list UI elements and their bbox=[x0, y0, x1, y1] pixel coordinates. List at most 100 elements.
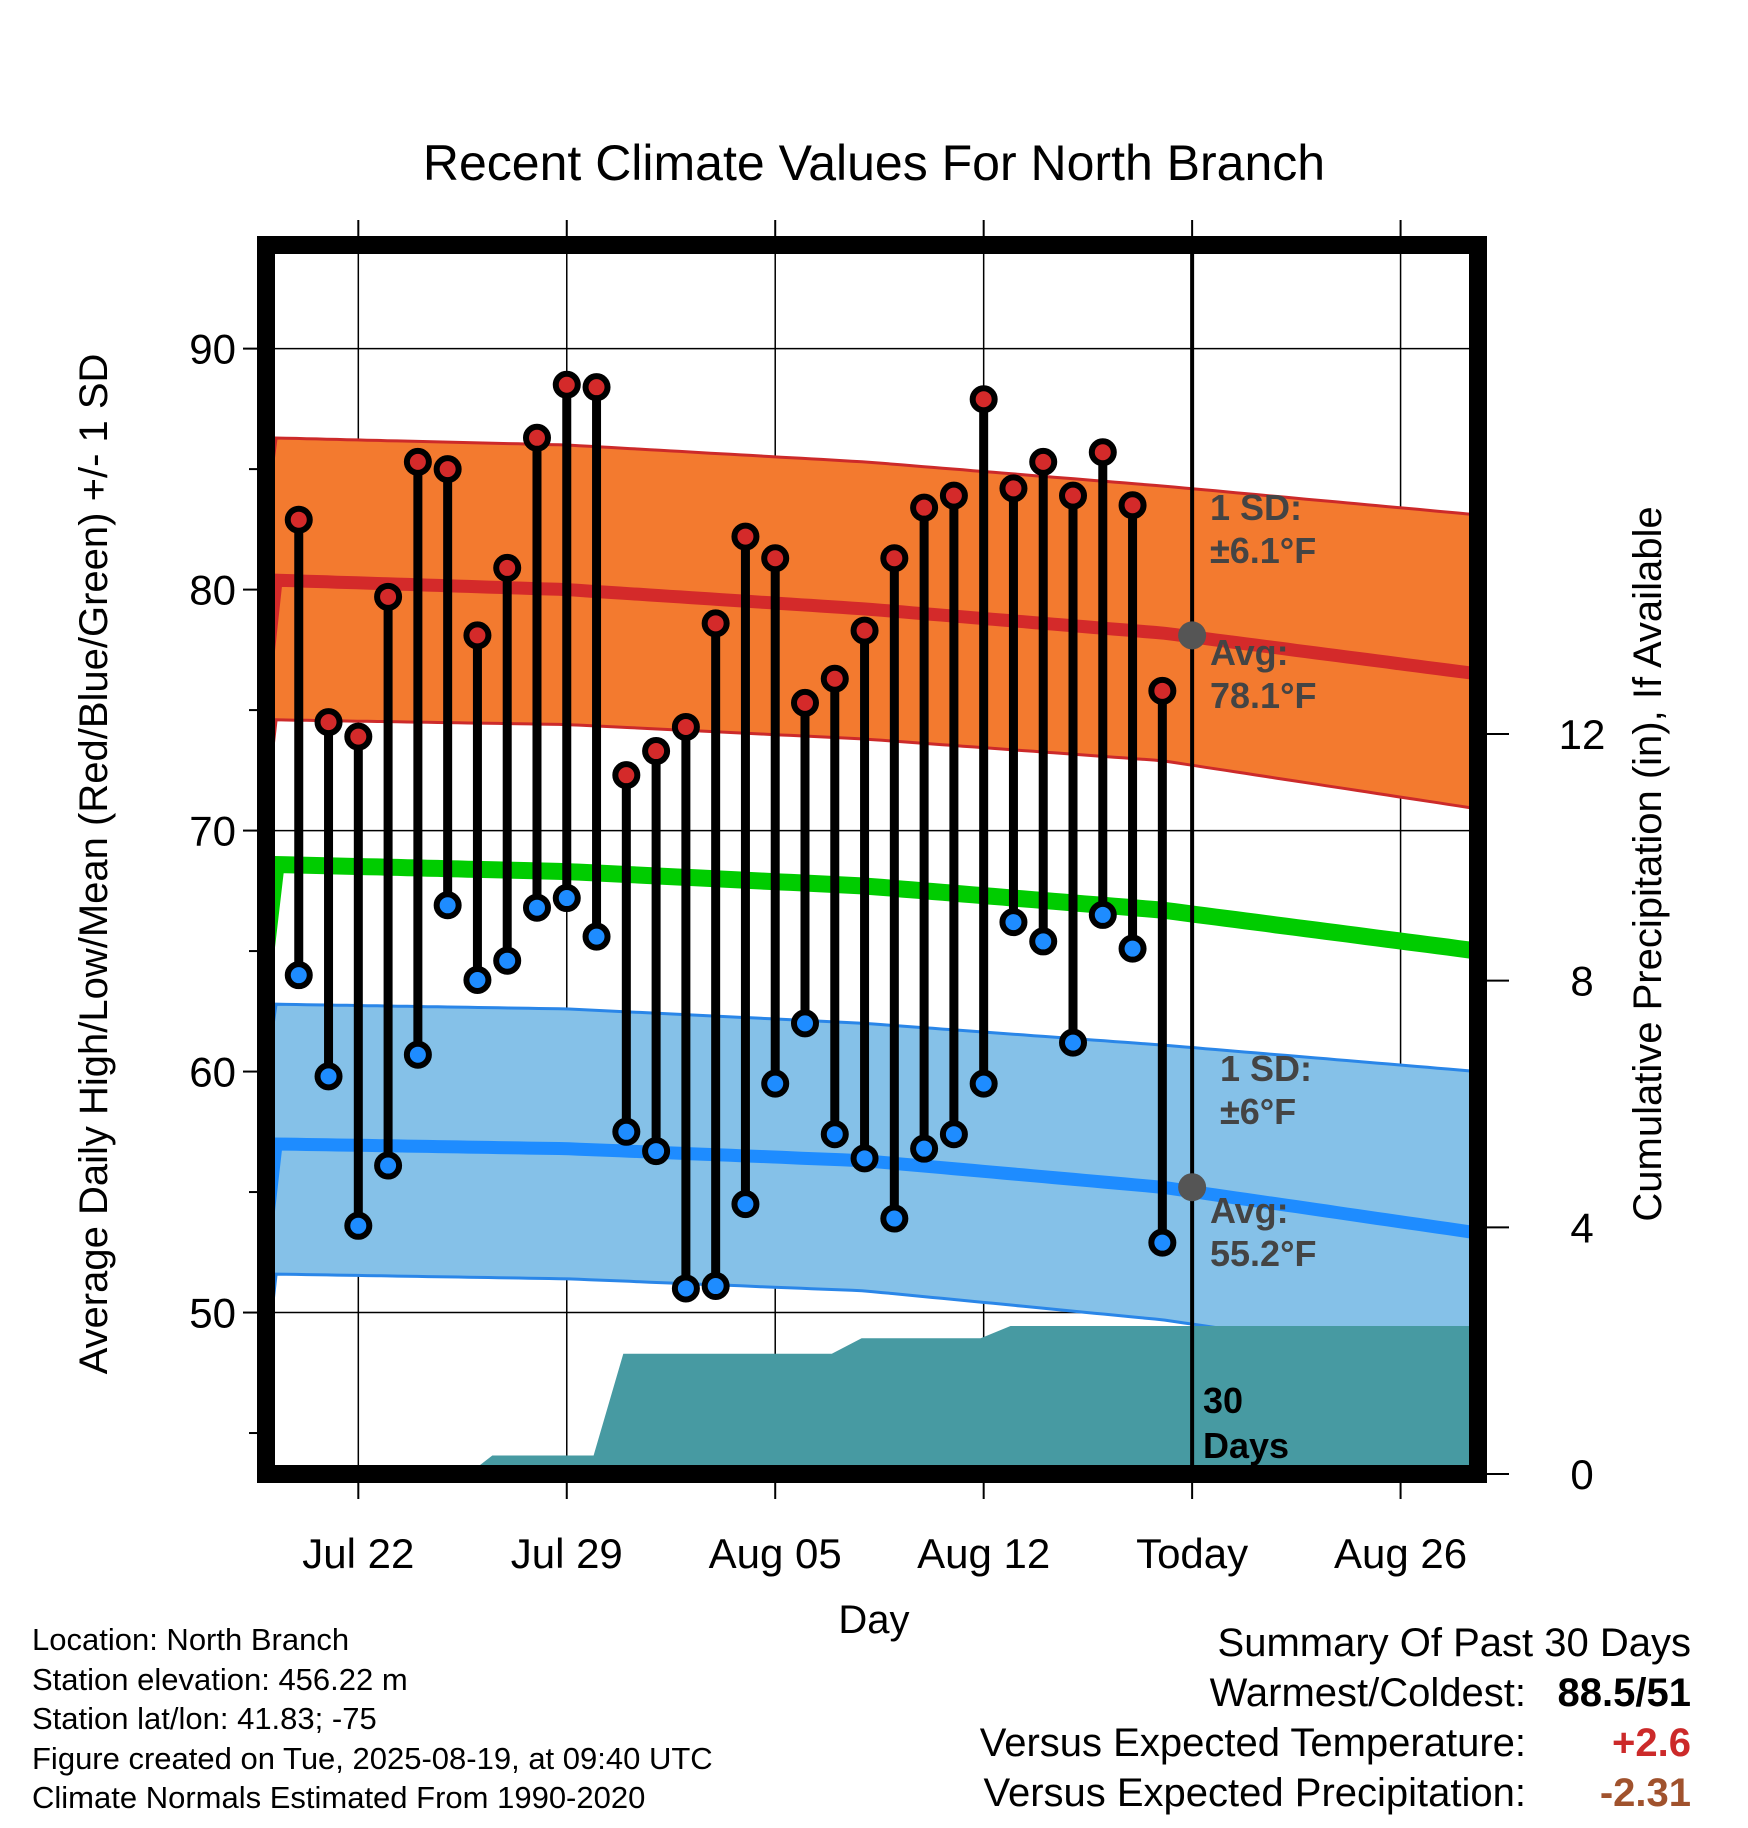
high-point bbox=[552, 370, 581, 399]
x-tick-label: Jul 22 bbox=[302, 1530, 414, 1577]
low-point bbox=[1059, 1028, 1088, 1057]
low-point bbox=[731, 1190, 760, 1219]
low-point bbox=[969, 1069, 998, 1098]
low-point bbox=[790, 1009, 819, 1038]
today-high-avg-point bbox=[1178, 621, 1207, 650]
days-annotation-line2: Days bbox=[1203, 1425, 1289, 1466]
high-point bbox=[969, 385, 998, 414]
plot-area bbox=[266, 245, 1478, 1474]
low-point bbox=[463, 965, 492, 994]
low-point bbox=[582, 922, 611, 951]
y-axis-label: Average Daily High/Low/Mean (Red/Blue/Gr… bbox=[72, 354, 116, 1375]
warmest-value: 88.5/51 bbox=[1557, 1671, 1691, 1715]
y2-tick-label: 12 bbox=[1559, 711, 1606, 758]
chart-title: Recent Climate Values For North Branch bbox=[423, 135, 1325, 191]
low-avg-annotation: Avg: bbox=[1210, 1190, 1289, 1231]
low-point bbox=[493, 946, 522, 975]
y-tick-label: 60 bbox=[189, 1049, 236, 1096]
low-point bbox=[880, 1204, 909, 1233]
high-avg-line bbox=[266, 573, 1478, 681]
low-sd-upper-line bbox=[266, 1002, 1478, 1074]
low-point bbox=[1148, 1228, 1177, 1257]
precip-label: Versus Expected Precipitation: bbox=[983, 1771, 1526, 1815]
low-point bbox=[701, 1272, 730, 1301]
normals-text: Climate Normals Estimated From 1990-2020 bbox=[32, 1780, 646, 1815]
high-point bbox=[731, 522, 760, 551]
low-point bbox=[1088, 900, 1117, 929]
low-sd-value-annotation: ±6°F bbox=[1220, 1091, 1296, 1132]
high-point bbox=[671, 712, 700, 741]
high-point bbox=[582, 373, 611, 402]
high-point bbox=[314, 708, 343, 737]
high-sd-annotation: 1 SD: bbox=[1210, 487, 1302, 528]
high-point bbox=[1059, 481, 1088, 510]
high-point bbox=[344, 722, 373, 751]
high-point bbox=[910, 493, 939, 522]
y-tick-label: 70 bbox=[189, 808, 236, 855]
low-avg-value-annotation: 55.2°F bbox=[1210, 1233, 1316, 1274]
summary-precip-row: Versus Expected Precipitation: -2.31 bbox=[980, 1768, 1691, 1818]
low-point bbox=[284, 961, 313, 990]
low-point bbox=[433, 891, 462, 920]
y-tick-label: 50 bbox=[189, 1290, 236, 1337]
low-sd-annotation: 1 SD: bbox=[1220, 1048, 1312, 1089]
low-point bbox=[344, 1211, 373, 1240]
low-point bbox=[552, 884, 581, 913]
x-tick-label: Aug 26 bbox=[1334, 1530, 1467, 1577]
high-point bbox=[1148, 676, 1177, 705]
today-low-avg-point bbox=[1178, 1173, 1207, 1202]
y2-tick-label: 0 bbox=[1570, 1451, 1593, 1498]
x-tick-label: Aug 12 bbox=[917, 1530, 1050, 1577]
high-point bbox=[1118, 491, 1147, 520]
high-sd-value-annotation: ±6.1°F bbox=[1210, 530, 1316, 571]
created-text: Figure created on Tue, 2025-08-19, at 09… bbox=[32, 1740, 713, 1776]
high-point bbox=[939, 481, 968, 510]
high-point bbox=[850, 616, 879, 645]
low-point bbox=[999, 908, 1028, 937]
latlon-text: Station lat/lon: 41.83; -75 bbox=[32, 1701, 377, 1736]
low-point bbox=[850, 1144, 879, 1173]
temp-value: +2.6 bbox=[1612, 1721, 1691, 1765]
x-tick-label: Jul 29 bbox=[511, 1530, 623, 1577]
y-tick-label: 90 bbox=[189, 326, 236, 373]
low-point bbox=[761, 1069, 790, 1098]
high-point bbox=[820, 664, 849, 693]
low-point bbox=[522, 893, 551, 922]
high-avg-value-annotation: 78.1°F bbox=[1210, 675, 1316, 716]
summary-panel: Summary Of Past 30 Days Warmest/Coldest:… bbox=[980, 1618, 1691, 1818]
high-point bbox=[463, 621, 492, 650]
high-point bbox=[403, 447, 432, 476]
high-sd-upper-line bbox=[266, 436, 1478, 517]
low-point bbox=[642, 1137, 671, 1166]
x-tick-label: Aug 05 bbox=[709, 1530, 842, 1577]
location-text: Location: North Branch bbox=[32, 1622, 350, 1657]
plot-frame bbox=[257, 236, 1487, 1483]
high-point bbox=[493, 553, 522, 582]
high-point bbox=[701, 609, 730, 638]
precip-value: -2.31 bbox=[1599, 1771, 1691, 1815]
summary-heading: Summary Of Past 30 Days bbox=[1217, 1621, 1691, 1665]
y2-tick-label: 8 bbox=[1570, 958, 1593, 1005]
low-point bbox=[612, 1117, 641, 1146]
low-point bbox=[671, 1274, 700, 1303]
high-point bbox=[1029, 447, 1058, 476]
low-sd-band bbox=[266, 1004, 1478, 1366]
low-point bbox=[374, 1151, 403, 1180]
axes: 50 60 70 80 90 0 4 8 12 Jul 22 Jul 29 Aug 05 Aug 12 T… bbox=[189, 220, 1605, 1577]
precip-area bbox=[269, 1326, 1478, 1474]
temp-label: Versus Expected Temperature: bbox=[979, 1721, 1526, 1765]
y-tick-label: 80 bbox=[189, 567, 236, 614]
low-point bbox=[820, 1120, 849, 1149]
days-annotation: 30 bbox=[1203, 1380, 1243, 1421]
high-point bbox=[642, 737, 671, 766]
station-info: Location: North Branch Station elevation… bbox=[32, 1620, 713, 1818]
x-axis-label: Day bbox=[838, 1598, 909, 1642]
high-point bbox=[612, 761, 641, 790]
high-sd-lower-line bbox=[266, 718, 1478, 811]
plot-content bbox=[266, 245, 1478, 1474]
low-point bbox=[314, 1062, 343, 1091]
low-point bbox=[910, 1134, 939, 1163]
low-point bbox=[403, 1040, 432, 1069]
warmest-label: Warmest/Coldest: bbox=[1209, 1671, 1526, 1715]
